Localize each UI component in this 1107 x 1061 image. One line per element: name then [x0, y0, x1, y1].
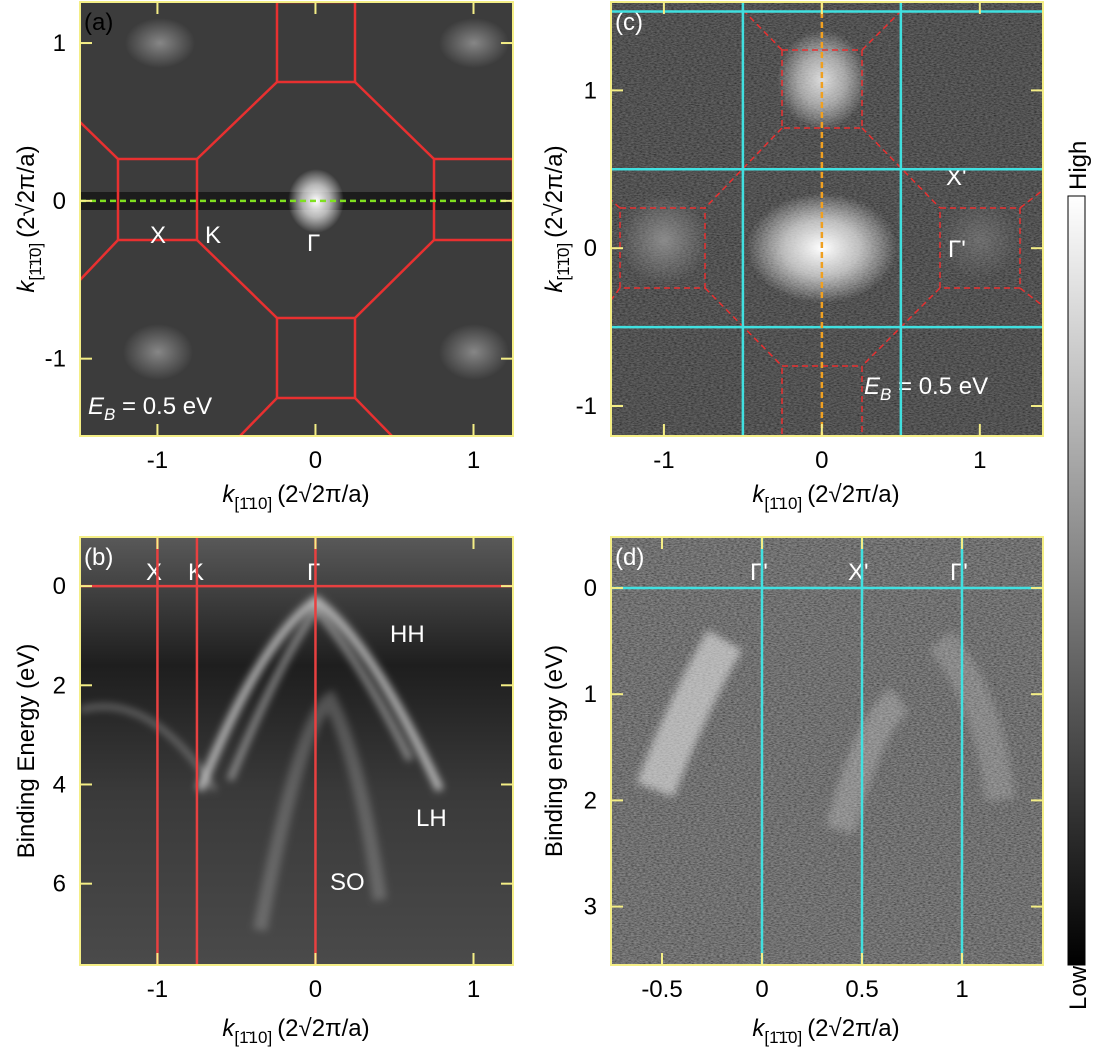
x-tick-label: 1	[467, 447, 480, 474]
y-tick-label: 0	[584, 575, 597, 602]
energy-sub: B	[880, 385, 891, 404]
annotation: Γ	[307, 559, 320, 586]
annotation: X	[150, 222, 166, 249]
energy-text: = 0.5 eV	[115, 393, 212, 420]
y-tick-label: 0	[53, 188, 66, 215]
image-a	[80, 2, 513, 436]
annotation: X'	[848, 559, 869, 586]
y-axis-label: Binding energy (eV)	[541, 645, 568, 857]
label-unit: (2√2π/a)	[277, 1015, 369, 1042]
label-unit: (2√2π/a)	[13, 145, 40, 237]
annotation: Γ'	[948, 236, 966, 263]
label-unit: (2√2π/a)	[807, 1015, 899, 1042]
figure: (a) (b) (c) (d) X K Γ EB = 0.5 eV X K Γ …	[0, 0, 1107, 1061]
x-tick-label: 0	[815, 447, 828, 474]
x-axis-label: k[1̄10](2√2π/a)	[222, 1015, 369, 1047]
label-sub: [1̄1̄0]	[764, 1028, 802, 1047]
y-tick-label: 1	[584, 77, 597, 104]
y-tick-label: -1	[45, 346, 66, 373]
y-tick-label: 6	[53, 871, 66, 898]
annotation: HH	[390, 621, 425, 648]
panel-label: (b)	[84, 544, 113, 571]
y-tick-label: 2	[53, 672, 66, 699]
x-axis-label: k[1̄1̄0](2√2π/a)	[752, 1015, 899, 1047]
x-tick-label: -1	[653, 447, 674, 474]
annotation: Γ	[307, 230, 320, 257]
label-unit: (2√2π/a)	[807, 481, 899, 508]
colorbar-low: Low	[1065, 965, 1092, 1010]
colorbar-high: High	[1065, 141, 1092, 190]
x-tick-label: 1	[467, 976, 480, 1003]
x-tick-label: 0	[309, 447, 322, 474]
y-tick-label: -1	[576, 393, 597, 420]
annotation: LH	[416, 805, 447, 832]
page: (a) (b) (c) (d) X K Γ EB = 0.5 eV X K Γ …	[0, 0, 1107, 1061]
x-tick-label: -1	[147, 976, 168, 1003]
colorbar	[1068, 196, 1085, 965]
panel-label: (c)	[615, 9, 643, 36]
x-tick-label: 0	[755, 976, 768, 1003]
x-tick-label: -0.5	[641, 976, 682, 1003]
label-sub: [1̄10]	[234, 1028, 272, 1047]
y-tick-label: 3	[584, 894, 597, 921]
y-tick-label: 1	[53, 30, 66, 57]
label-sub: [1̄10]	[764, 494, 802, 513]
energy-sub: B	[104, 405, 115, 424]
annotation: Γ'	[950, 559, 968, 586]
y-tick-label: 1	[584, 681, 597, 708]
annotation: X	[146, 559, 162, 586]
x-tick-label: 0.5	[845, 976, 878, 1003]
annotation: Γ'	[750, 559, 768, 586]
energy-symbol: E	[864, 373, 881, 400]
annotation: K	[205, 222, 221, 249]
panel-label: (a)	[84, 9, 113, 36]
y-axis-label: k[1̄1̄0](2√2π/a)	[541, 145, 573, 292]
x-tick-label: 0	[309, 976, 322, 1003]
x-tick-label: 1	[973, 447, 986, 474]
x-tick-label: 1	[955, 976, 968, 1003]
x-axis-label: k[1̄10](2√2π/a)	[752, 481, 899, 513]
label-unit: (2√2π/a)	[541, 145, 568, 237]
energy-text: = 0.5 eV	[891, 373, 988, 400]
x-tick-label: -1	[147, 447, 168, 474]
y-axis-label: k[1̄1̄0](2√2π/a)	[13, 145, 45, 292]
annotation: SO	[330, 869, 365, 896]
x-axis-label: k[1̄10](2√2π/a)	[222, 481, 369, 513]
y-tick-label: 2	[584, 787, 597, 814]
y-tick-label: 0	[53, 573, 66, 600]
y-axis-label: Binding Energy (eV)	[13, 644, 40, 859]
image-b	[80, 537, 513, 965]
y-tick-label: 0	[584, 235, 597, 262]
energy-symbol: E	[88, 393, 105, 420]
label-unit: (2√2π/a)	[277, 481, 369, 508]
image-d	[611, 537, 1043, 965]
label-sub: [1̄1̄0]	[554, 243, 573, 281]
y-tick-label: 4	[53, 771, 66, 798]
label-sub: [1̄10]	[234, 494, 272, 513]
panel-label: (d)	[615, 544, 644, 571]
label-sub: [1̄1̄0]	[26, 243, 45, 281]
